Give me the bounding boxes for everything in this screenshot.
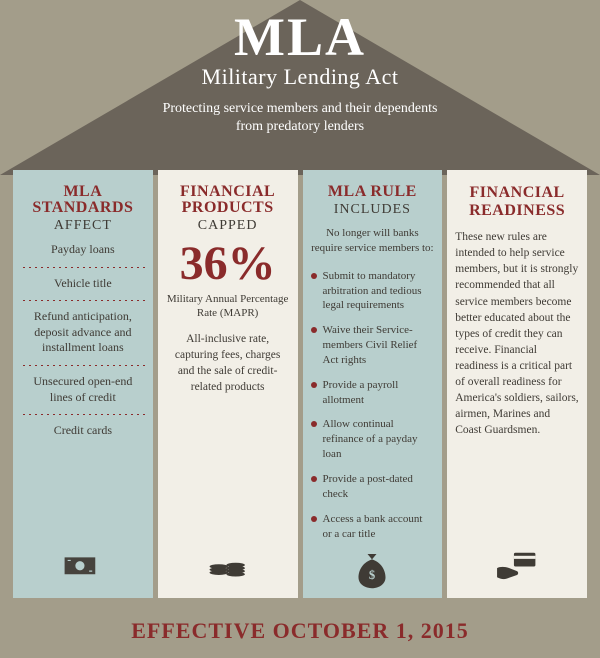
col2-h2: CAPPED xyxy=(198,218,258,234)
list-item: Allow continual refinance of a payday lo… xyxy=(311,412,435,467)
col3-h2: INCLUDES xyxy=(334,202,411,218)
col-readiness: FINANCIAL READINESS These new rules are … xyxy=(447,170,587,598)
footer-effective: EFFECTIVE OCTOBER 1, 2015 xyxy=(0,618,600,644)
coins-icon xyxy=(205,539,251,588)
list-item: Submit to mandatory arbitration and tedi… xyxy=(311,264,435,319)
col-capped: FINANCIAL PRODUCTS CAPPED 36% Military A… xyxy=(158,170,298,598)
list-item: Access a bank account or a car title xyxy=(311,507,435,547)
col2-note2: All-inclusive rate, capturing fees, char… xyxy=(166,331,290,395)
col4-h1: FINANCIAL READINESS xyxy=(455,184,579,219)
list-item: Unsecured open-end lines of credit xyxy=(21,366,145,413)
col-standards: MLA STANDARDS AFFECT Payday loans Vehicl… xyxy=(13,170,153,598)
columns: MLA STANDARDS AFFECT Payday loans Vehicl… xyxy=(13,170,587,598)
list-item: Credit cards xyxy=(21,415,145,447)
title-sub: Military Lending Act xyxy=(0,64,600,90)
col2-note1: Military Annual Percentage Rate (MAPR) xyxy=(166,292,290,321)
list-item: Payday loans xyxy=(21,234,145,266)
col2-h1: FINANCIAL PRODUCTS xyxy=(166,184,290,216)
col-rule: MLA RULE INCLUDES No longer will banks r… xyxy=(303,170,443,598)
col3-bullets: Submit to mandatory arbitration and tedi… xyxy=(311,264,435,547)
card-hand-icon xyxy=(494,539,540,588)
tagline: Protecting service members and their dep… xyxy=(0,100,600,136)
col4-para: These new rules are intended to help ser… xyxy=(455,229,579,438)
money-bag-icon: $ xyxy=(349,546,395,595)
col1-h1: MLA STANDARDS xyxy=(21,184,145,216)
header: MLA Military Lending Act Protecting serv… xyxy=(0,10,600,136)
list-item: Vehicle title xyxy=(21,268,145,300)
list-item: Waive their Service-members Civil Relief… xyxy=(311,318,435,373)
col1-h2: AFFECT xyxy=(54,218,112,234)
svg-text:$: $ xyxy=(369,569,375,583)
cash-icon xyxy=(60,539,106,588)
col1-list: Payday loans Vehicle title Refund antici… xyxy=(21,234,145,447)
col3-intro: No longer will banks require service mem… xyxy=(311,226,435,256)
col2-big: 36% xyxy=(180,240,276,288)
col3-h1: MLA RULE xyxy=(328,184,417,200)
title-main: MLA xyxy=(0,10,600,64)
list-item: Provide a payroll allotment xyxy=(311,373,435,413)
list-item: Provide a post-dated check xyxy=(311,467,435,507)
list-item: Refund anticipation, deposit advance and… xyxy=(21,301,145,364)
